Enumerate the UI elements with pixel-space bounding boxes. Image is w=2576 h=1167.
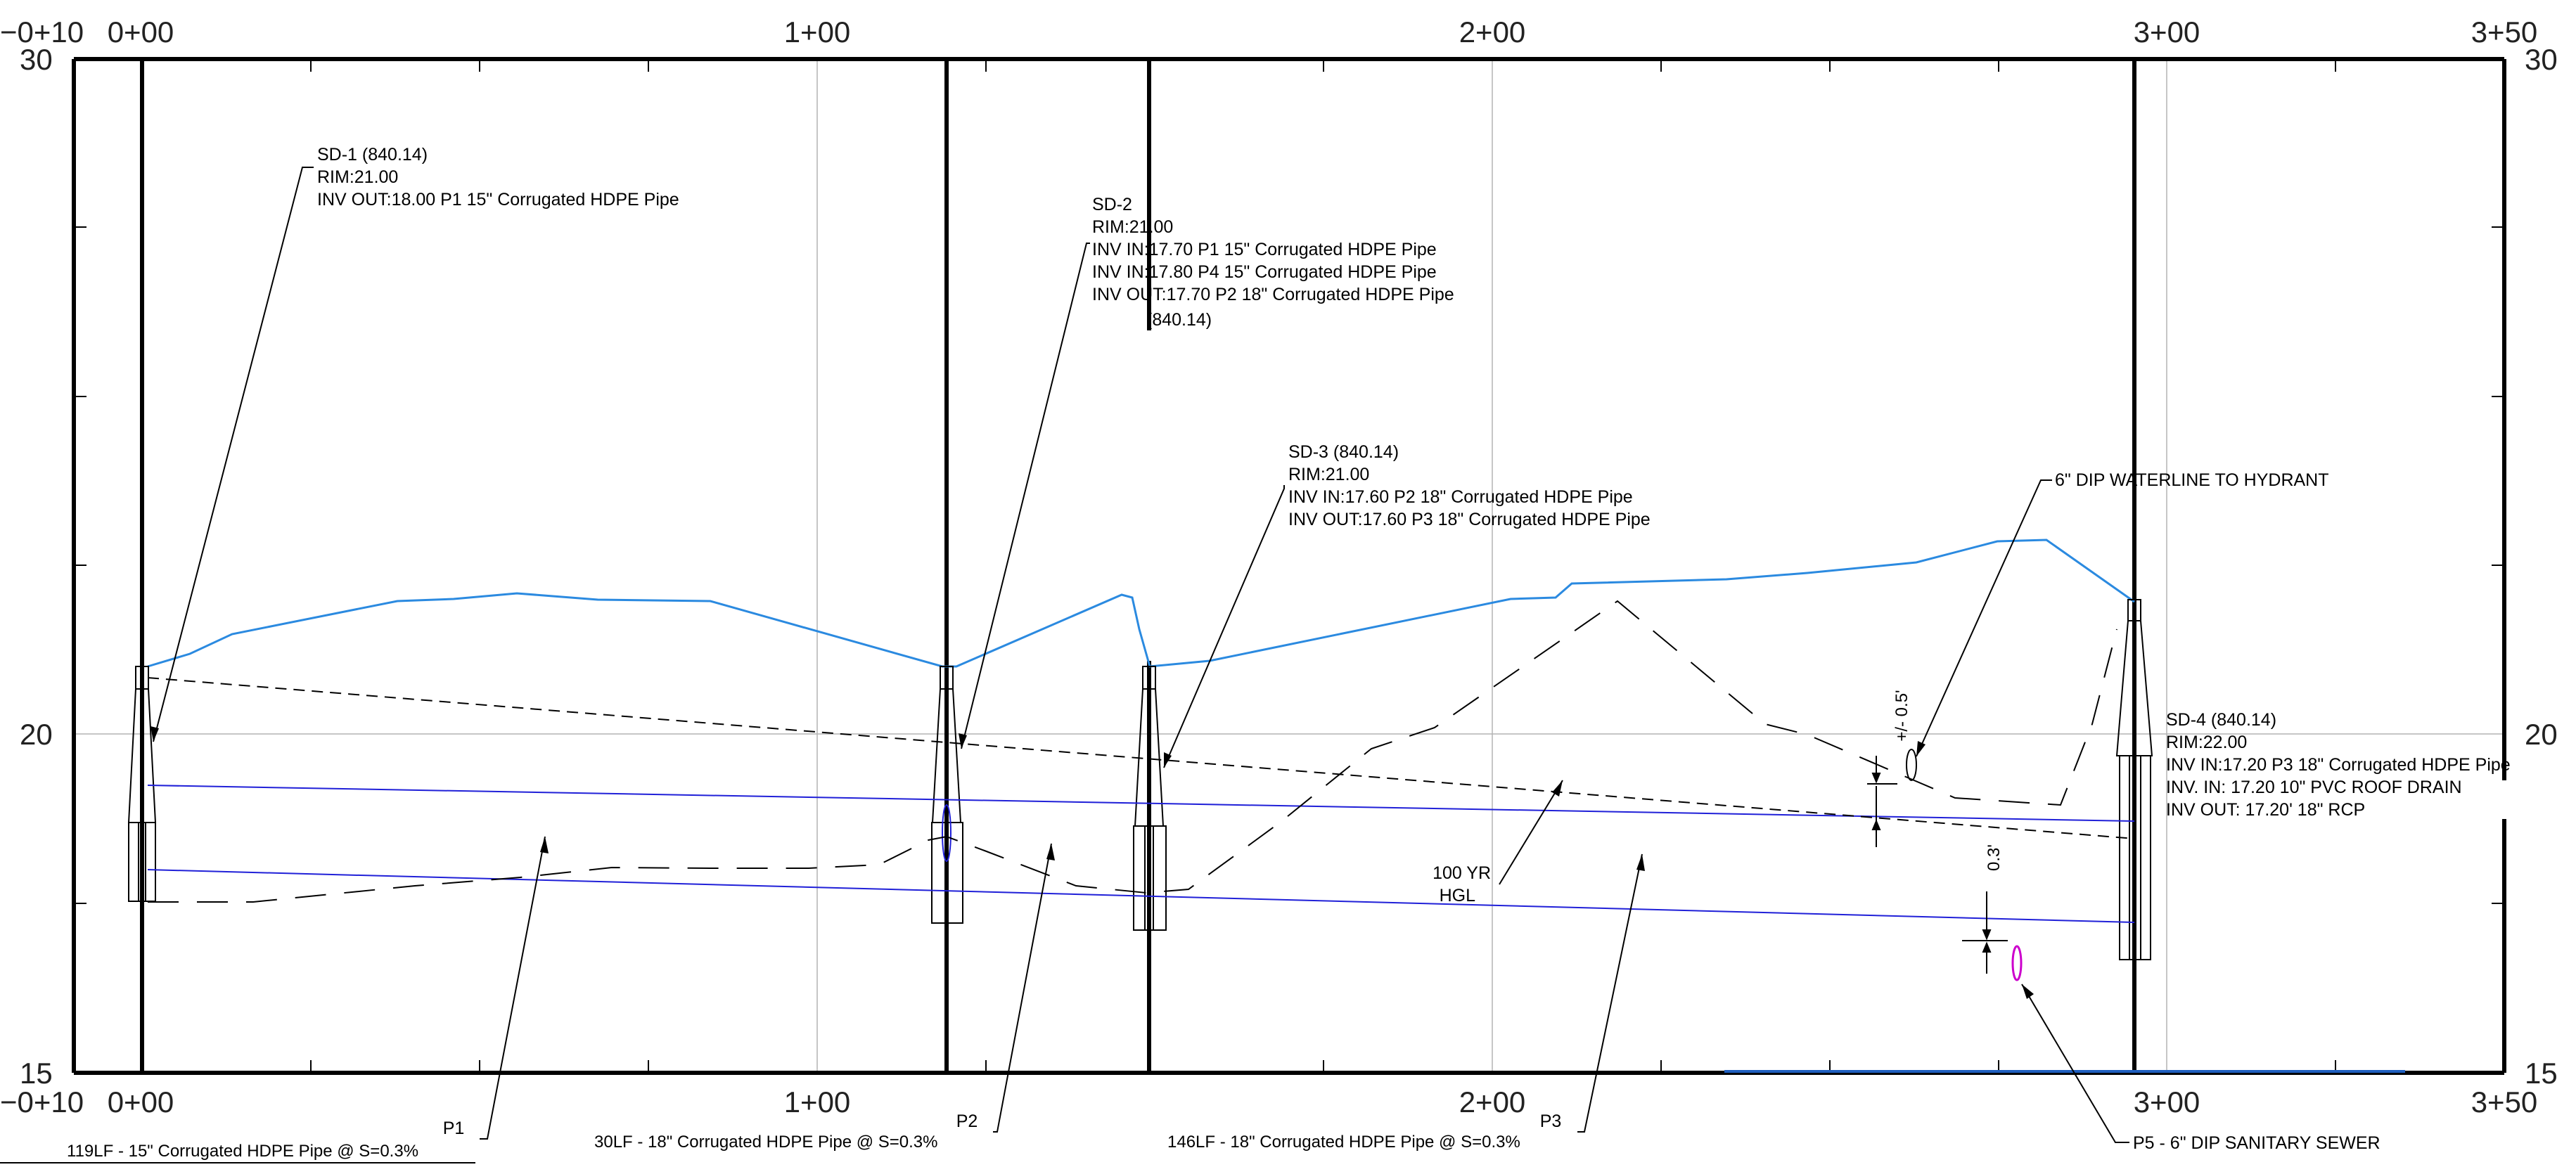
sd-1-note-line: RIM:21.00 [317,167,398,187]
elevation-label-20-left: 20 [20,718,53,751]
clearance-label-water: +/- 0.5' [1892,690,1911,741]
sd-2-note-line: (840.14) [1146,310,1212,330]
station-label-3-50-top: 3+50 [2471,15,2538,49]
sd-3-note: SD-3 (840.14) RIM:21.00 INV IN:17.60 P2 … [1288,442,1651,529]
station-label-2-00-top: 2+00 [1459,15,1526,49]
sd-4-note: SD-4 (840.14) RIM:22.00 INV IN:17.20 P3 … [2166,710,2516,820]
waterline-crossing-symbol [1906,749,1917,781]
sd-2-note-line: RIM:21.00 [1092,217,1173,237]
station-label-1-00-bottom: 1+00 [784,1085,851,1118]
sd-3-note-line: INV OUT:17.60 P3 18" Corrugated HDPE Pip… [1288,510,1651,529]
hgl-line [147,677,2135,839]
station-label-1-00-top: 1+00 [784,15,851,49]
sd-4-note-line: SD-4 (840.14) [2166,710,2276,730]
hgl-callout-line-1: 100 YR [1433,863,1491,883]
existing-ground-profile [147,539,2135,668]
sd-1-note: SD-1 (840.14) RIM:21.00 INV OUT:18.00 P1… [317,145,679,209]
pipe-p2-description: 30LF - 18" Corrugated HDPE Pipe @ S=0.3% [594,1133,937,1152]
sd-2-note: SD-2 RIM:21.00 INV IN:17.70 P1 15" Corru… [1092,195,1459,330]
manhole-sd-2 [931,666,963,924]
station-label-3-00-top: 3+00 [2134,15,2200,49]
pipe-p3-description: 146LF - 18" Corrugated HDPE Pipe @ S=0.3… [1167,1133,1520,1152]
clearance-dimension-sewer [1962,891,2008,974]
manhole-sd-3 [1133,666,1167,931]
sd-2-note-line: SD-2 [1092,195,1132,214]
elevation-label-15-left: 15 [20,1057,53,1090]
leader-arrowheads [150,726,2034,999]
station-label-0-00-top: 0+00 [108,15,174,49]
storm-pipe-lines [147,785,2135,923]
elevation-label-30-right: 30 [2525,43,2558,76]
elevation-label-20-right: 20 [2525,718,2558,751]
sd-4-note-line: INV. IN: 17.20 10" PVC ROOF DRAIN [2166,778,2462,797]
clearance-dimension-water [1867,756,1897,847]
station-label-2-00-bottom: 2+00 [1459,1085,1526,1118]
sd-1-note-line: INV OUT:18.00 P1 15" Corrugated HDPE Pip… [317,190,679,209]
sd-4-note-line: INV OUT: 17.20' 18" RCP [2166,800,2365,820]
existing-subgrade-dashed [148,600,2117,903]
leader-lines [153,167,2129,1143]
waterline-callout: 6" DIP WATERLINE TO HYDRANT [2055,470,2329,490]
sd-4-note-line: INV IN:17.20 P3 18" Corrugated HDPE Pipe [2166,755,2511,775]
pipe-p1-name: P1 [443,1118,465,1138]
sanitary-sewer-crossing-symbol [2011,945,2023,981]
elevation-label-15-right: 15 [2525,1057,2558,1090]
grid-lines [74,59,2504,1073]
pipe-p2-name: P2 [956,1111,978,1131]
sd-3-note-line: RIM:21.00 [1288,465,1369,484]
sd-2-note-line: INV IN:17.70 P1 15" Corrugated HDPE Pipe [1092,240,1437,259]
sd-1-note-line: SD-1 (840.14) [317,145,428,165]
sd-2-note-line: INV IN:17.80 P4 15" Corrugated HDPE Pipe [1092,262,1437,282]
hgl-callout-line-2: HGL [1440,886,1476,905]
pipe-p1-description: 119LF - 15" Corrugated HDPE Pipe @ S=0.3… [67,1142,418,1161]
sd-3-note-line: SD-3 (840.14) [1288,442,1399,462]
elevation-label-30-left: 30 [20,43,53,76]
station-label-3-50-bottom: 3+50 [2471,1085,2538,1118]
structure-station-lines [140,59,2136,1073]
pipe-p3-name: P3 [1540,1111,1562,1131]
station-label-0-00-bottom: 0+00 [108,1085,174,1118]
sanitary-sewer-callout: P5 - 6" DIP SANITARY SEWER [2133,1133,2380,1153]
tick-marks [74,59,2504,1073]
sd-4-note-line: RIM:22.00 [2166,733,2247,752]
station-label-3-00-bottom: 3+00 [2134,1085,2200,1118]
profile-frame [72,57,2506,1075]
sd-3-note-line: INV IN:17.60 P2 18" Corrugated HDPE Pipe [1288,487,1633,507]
station-label-minus-0-10-top: −0+10 [0,15,84,49]
sd-2-note-line: INV OUT:17.70 P2 18" Corrugated HDPE Pip… [1092,285,1454,304]
manhole-sd-4 [2115,599,2153,960]
clearance-label-sewer: 0.3' [1985,844,2004,871]
station-label-minus-0-10-bottom: −0+10 [0,1085,84,1118]
